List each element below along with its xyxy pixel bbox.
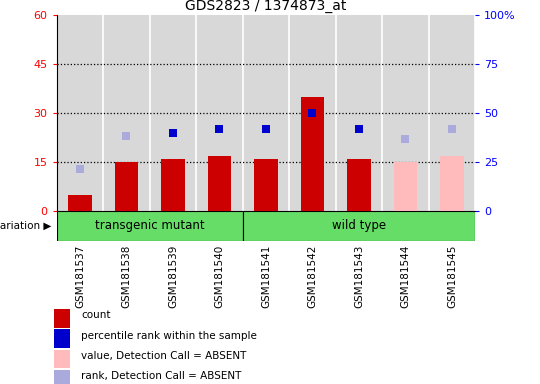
Bar xyxy=(54,309,70,328)
Title: GDS2823 / 1374873_at: GDS2823 / 1374873_at xyxy=(185,0,347,13)
Text: GSM181542: GSM181542 xyxy=(307,244,318,308)
Text: GSM181539: GSM181539 xyxy=(168,244,178,308)
Text: value, Detection Call = ABSENT: value, Detection Call = ABSENT xyxy=(81,351,246,361)
Bar xyxy=(57,211,242,241)
Text: count: count xyxy=(81,311,111,321)
Text: GSM181541: GSM181541 xyxy=(261,244,271,308)
Bar xyxy=(394,162,417,211)
Bar xyxy=(208,156,231,211)
Text: genotype/variation ▶: genotype/variation ▶ xyxy=(0,221,51,231)
Bar xyxy=(69,195,92,211)
Bar xyxy=(115,162,138,211)
Bar xyxy=(254,159,278,211)
Text: GSM181538: GSM181538 xyxy=(122,244,131,308)
Bar xyxy=(115,162,138,211)
Text: GSM181537: GSM181537 xyxy=(75,244,85,308)
Bar xyxy=(54,370,70,384)
Text: transgenic mutant: transgenic mutant xyxy=(95,220,205,232)
Text: GSM181540: GSM181540 xyxy=(214,244,225,308)
Text: wild type: wild type xyxy=(332,220,386,232)
Bar xyxy=(161,159,185,211)
Bar xyxy=(54,349,70,368)
Text: GSM181544: GSM181544 xyxy=(401,244,410,308)
Bar xyxy=(301,97,324,211)
Bar xyxy=(440,156,463,211)
Bar xyxy=(69,195,92,211)
Bar xyxy=(347,159,370,211)
Text: rank, Detection Call = ABSENT: rank, Detection Call = ABSENT xyxy=(81,371,241,381)
Bar xyxy=(242,211,475,241)
Text: GSM181545: GSM181545 xyxy=(447,244,457,308)
Text: percentile rank within the sample: percentile rank within the sample xyxy=(81,331,257,341)
Text: GSM181543: GSM181543 xyxy=(354,244,364,308)
Bar xyxy=(54,329,70,348)
